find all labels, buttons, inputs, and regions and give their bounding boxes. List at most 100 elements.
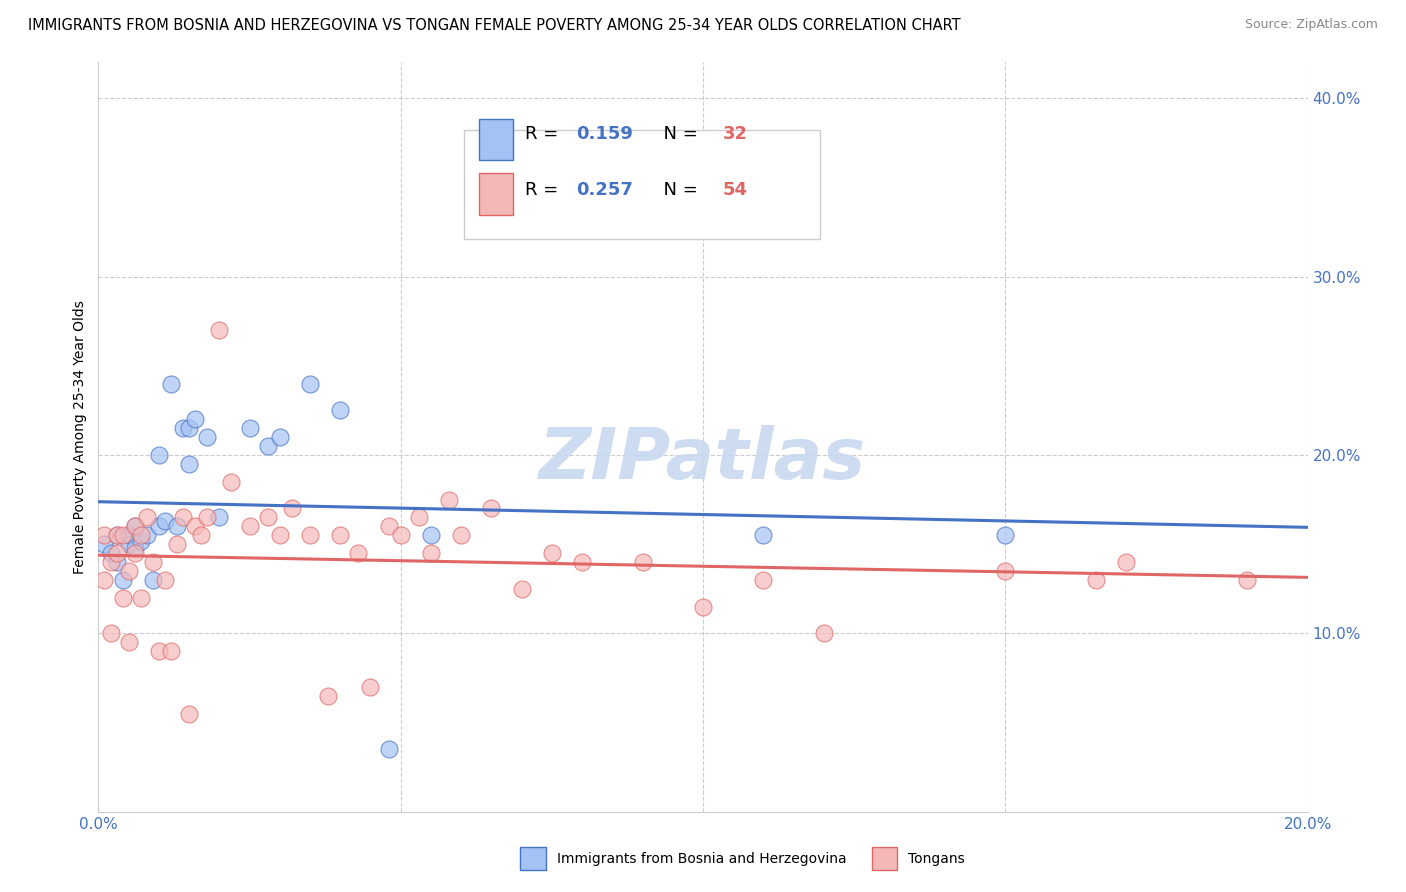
Point <box>124 546 146 560</box>
Text: Immigrants from Bosnia and Herzegovina: Immigrants from Bosnia and Herzegovina <box>557 852 846 865</box>
Point <box>118 564 141 578</box>
Text: 0.159: 0.159 <box>576 125 633 143</box>
Point <box>1085 573 1108 587</box>
Text: R =: R = <box>526 125 564 143</box>
Point <box>256 510 278 524</box>
Point <box>316 689 339 703</box>
Point <box>752 573 775 587</box>
Point <box>148 644 170 658</box>
Point <box>408 510 430 524</box>
Point <box>166 537 188 551</box>
Point <box>994 528 1017 542</box>
Point <box>631 555 654 569</box>
Point <box>105 528 128 542</box>
Point <box>269 430 291 444</box>
Point <box>124 519 146 533</box>
Point <box>105 555 128 569</box>
Point <box>118 537 141 551</box>
Point <box>148 519 170 533</box>
Point <box>172 510 194 524</box>
Point <box>329 528 352 542</box>
Point <box>377 742 399 756</box>
Text: Source: ZipAtlas.com: Source: ZipAtlas.com <box>1244 18 1378 31</box>
Point <box>135 510 157 524</box>
Point <box>172 421 194 435</box>
Point <box>360 680 382 694</box>
Point <box>239 421 262 435</box>
Point <box>571 555 593 569</box>
Point <box>129 528 152 542</box>
Text: Tongans: Tongans <box>908 852 965 865</box>
Point <box>100 546 122 560</box>
Point <box>256 439 278 453</box>
Point <box>208 510 231 524</box>
Point <box>692 599 714 614</box>
Bar <box>479 119 513 160</box>
Point <box>184 412 207 426</box>
Point <box>142 555 165 569</box>
Point <box>208 323 231 337</box>
Point <box>142 573 165 587</box>
Point <box>100 626 122 640</box>
Point <box>135 528 157 542</box>
Point <box>540 546 562 560</box>
Text: 54: 54 <box>723 181 748 199</box>
Point <box>437 492 460 507</box>
Point <box>111 573 134 587</box>
Text: R =: R = <box>526 181 564 199</box>
Point <box>166 519 188 533</box>
Point <box>184 519 207 533</box>
Point <box>420 546 443 560</box>
Point <box>153 573 176 587</box>
Point <box>118 528 141 542</box>
Y-axis label: Female Poverty Among 25-34 Year Olds: Female Poverty Among 25-34 Year Olds <box>73 300 87 574</box>
Point <box>100 555 122 569</box>
Point <box>190 528 212 542</box>
Point <box>329 403 352 417</box>
Point <box>179 421 201 435</box>
Text: ZIPatlas: ZIPatlas <box>540 425 866 494</box>
Text: 32: 32 <box>723 125 748 143</box>
Point <box>111 528 134 542</box>
Text: N =: N = <box>652 125 704 143</box>
FancyBboxPatch shape <box>464 130 820 238</box>
Point <box>153 514 176 528</box>
Point <box>124 519 146 533</box>
Point <box>105 546 128 560</box>
Point <box>111 591 134 605</box>
Point <box>281 501 304 516</box>
Text: 0.257: 0.257 <box>576 181 633 199</box>
Point <box>93 528 115 542</box>
Point <box>377 519 399 533</box>
Point <box>221 475 243 489</box>
Point <box>752 528 775 542</box>
Point <box>994 564 1017 578</box>
Point <box>129 533 152 548</box>
Point <box>129 591 152 605</box>
Point <box>179 706 201 721</box>
Point <box>105 528 128 542</box>
Point <box>179 457 201 471</box>
Point <box>195 430 218 444</box>
Point <box>450 528 472 542</box>
Point <box>1236 573 1258 587</box>
Point <box>299 528 322 542</box>
Point <box>269 528 291 542</box>
Point <box>148 448 170 462</box>
Point <box>299 376 322 391</box>
Point <box>420 528 443 542</box>
Point <box>124 541 146 555</box>
Point <box>481 501 503 516</box>
Text: N =: N = <box>652 181 704 199</box>
Point <box>1115 555 1137 569</box>
Text: IMMIGRANTS FROM BOSNIA AND HERZEGOVINA VS TONGAN FEMALE POVERTY AMONG 25-34 YEAR: IMMIGRANTS FROM BOSNIA AND HERZEGOVINA V… <box>28 18 960 33</box>
Bar <box>479 173 513 215</box>
Point <box>118 635 141 649</box>
Point <box>160 376 183 391</box>
Point <box>510 582 533 596</box>
Point <box>93 537 115 551</box>
Point <box>239 519 262 533</box>
Point <box>813 626 835 640</box>
Point <box>160 644 183 658</box>
Point <box>93 573 115 587</box>
